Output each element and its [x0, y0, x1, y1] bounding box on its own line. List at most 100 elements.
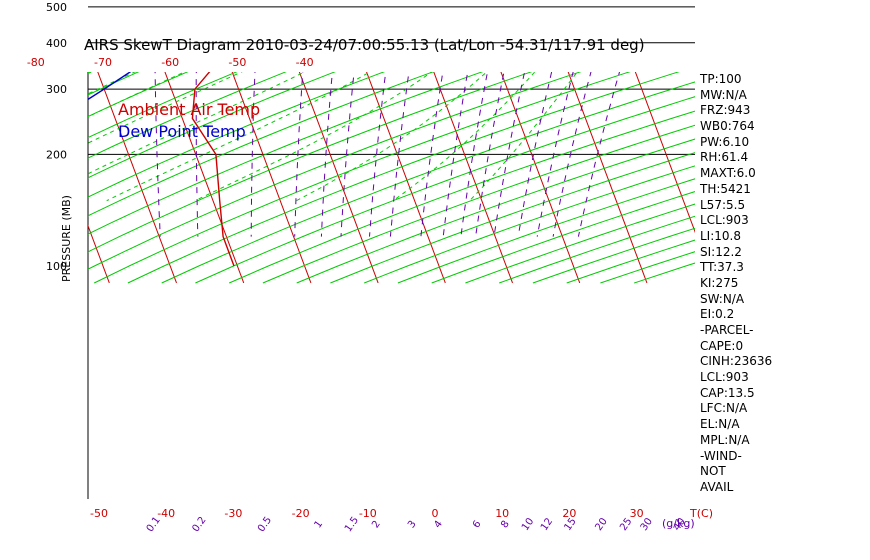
moist-adiabat-34	[296, 72, 488, 202]
mixing-ratio-line-0.5	[250, 72, 256, 237]
pressure-tick-labels: 1002003004005006007008009001000	[46, 1, 67, 273]
mixing-ratio-label-6: 6	[471, 519, 484, 531]
t-axis-label: T(C)	[689, 507, 713, 520]
index-line: MAXT:6.0	[700, 166, 756, 181]
dry-adiabat-360	[88, 72, 435, 217]
top-temp-tick-labels: -120-110-100-90-80-70-60-50-40	[27, 56, 314, 69]
isotherm--80	[0, 0, 42, 283]
mixing-ratio-line-6	[420, 72, 444, 237]
bottom-temp-tick-10: 10	[495, 507, 509, 520]
mixing-ratio-label-1: 1	[313, 519, 326, 531]
moist-adiabat-38	[392, 72, 536, 202]
top-temp-tick--80: -80	[27, 56, 45, 69]
pressure-label-300: 300	[46, 83, 67, 96]
moist-adiabat-30	[194, 72, 433, 202]
isotherm-10	[567, 72, 648, 284]
isobar-lines	[87, 6, 695, 499]
index-line: EL:N/A	[700, 417, 740, 432]
mixing-ratio-line-3	[369, 72, 387, 237]
dry-adiabat-340	[88, 72, 336, 179]
mixing-ratio-lines	[154, 72, 621, 237]
dry-adiabat-370	[88, 72, 484, 235]
index-line: PW:6.10	[700, 134, 750, 149]
isotherm-0	[500, 72, 581, 284]
index-line: WB0:764	[700, 119, 755, 134]
dry-adiabat-400	[93, 72, 631, 284]
mixing-ratio-line-10	[460, 72, 489, 237]
mixing-ratio-label-8: 8	[499, 519, 512, 531]
bottom-temp-tick--10: -10	[359, 507, 377, 520]
mixing-ratio-label-4: 4	[432, 519, 445, 531]
mixing-ratio-labels: 0.1 0.2 0.5 1 1.5 2 3 4 6 8 10 12 15 20 25 30 40(g/kg)	[145, 515, 695, 534]
isotherm--60	[97, 72, 177, 284]
index-line: LI:10.8	[700, 228, 741, 243]
index-line: CINH:23636	[700, 354, 773, 369]
mixing-ratio-label-3: 3	[406, 519, 419, 531]
pressure-label-100: 100	[46, 260, 67, 273]
index-line: AVAIL	[700, 479, 734, 494]
bottom-temp-tick-0: 0	[432, 507, 439, 520]
mixing-ratio-line-2	[340, 72, 355, 237]
dry-adiabat-lines	[0, 0, 695, 284]
isotherm--20	[366, 72, 446, 284]
bottom-temp-tick-20: 20	[562, 507, 576, 520]
bottom-temp-tick--50: -50	[90, 507, 108, 520]
index-line: -PARCEL-	[700, 323, 754, 337]
pressure-label-200: 200	[46, 148, 67, 161]
index-line: NOT	[700, 464, 726, 479]
index-line: LCL:903	[700, 370, 749, 385]
mixing-ratio-label-2: 2	[370, 519, 383, 531]
mixing-ratio-unit-label: (g/kg)	[662, 517, 695, 530]
dry-adiabat-430	[195, 96, 695, 284]
index-line: CAP:13.5	[700, 385, 755, 400]
bottom-temp-tick-labels: -50 -40 -30 -20 -10 0 10 20 30 T(C)	[90, 507, 713, 520]
mixing-ratio-label-0.5: 0.5	[256, 515, 274, 534]
isotherm--40	[231, 72, 312, 284]
top-temp-tick--70: -70	[94, 56, 112, 69]
index-line: MPL:N/A	[700, 432, 750, 447]
moist-adiabat-26	[106, 72, 371, 202]
top-temp-tick--50: -50	[228, 56, 246, 69]
mixing-ratio-label-0.2: 0.2	[190, 515, 208, 534]
dry-adiabat-390	[88, 72, 582, 270]
dry-adiabat-410	[127, 72, 680, 284]
index-line: EI:0.2	[700, 307, 735, 322]
pressure-label-400: 400	[46, 37, 67, 50]
index-line: MW:N/A	[700, 87, 747, 102]
index-line: TT:37.3	[700, 260, 744, 275]
top-temp-tick--60: -60	[161, 56, 179, 69]
dry-adiabat-210	[0, 0, 28, 283]
index-line: TP:100	[700, 72, 742, 86]
index-line: KI:275	[700, 275, 739, 290]
mixing-ratio-line-12	[475, 72, 505, 237]
index-line: -WIND-	[700, 448, 742, 463]
mixing-ratio-line-1	[294, 72, 304, 237]
bottom-temp-tick--30: -30	[224, 507, 242, 520]
mixing-ratio-line-8	[442, 72, 469, 237]
stability-indices-panel: TP:100 MW:N/A FRZ:943 WB0:764 PW:6.10 RH:61.4…	[700, 72, 870, 496]
mixing-ratio-line-4	[389, 72, 410, 237]
index-line: RH:61.4	[700, 150, 749, 165]
index-line: SW:N/A	[700, 291, 745, 306]
dry-adiabat-320	[88, 72, 238, 139]
index-line: TH:5421	[700, 181, 751, 196]
isotherm-20	[634, 72, 695, 234]
isotherm--10	[433, 72, 513, 284]
index-line: LFC:N/A	[700, 401, 748, 416]
index-line: FRZ:943	[700, 103, 751, 118]
mixing-ratio-label-10: 10	[520, 516, 536, 533]
y-axis-label: PRESSURE (MB)	[60, 195, 73, 282]
isotherm-lines	[0, 0, 695, 284]
dry-adiabat-350	[88, 72, 386, 198]
bottom-temp-tick-30: 30	[630, 507, 644, 520]
dry-adiabat-420	[161, 81, 695, 284]
mixing-ratio-label-20: 20	[593, 516, 609, 533]
pressure-label-500: 500	[46, 1, 67, 14]
mixing-ratio-label-12: 12	[539, 516, 555, 533]
isotherm--50	[164, 72, 245, 284]
index-line: L57:5.5	[700, 197, 746, 212]
bottom-temp-tick--20: -20	[292, 507, 310, 520]
dry-adiabat-440	[229, 110, 695, 284]
moist-adiabat-42	[469, 72, 578, 202]
